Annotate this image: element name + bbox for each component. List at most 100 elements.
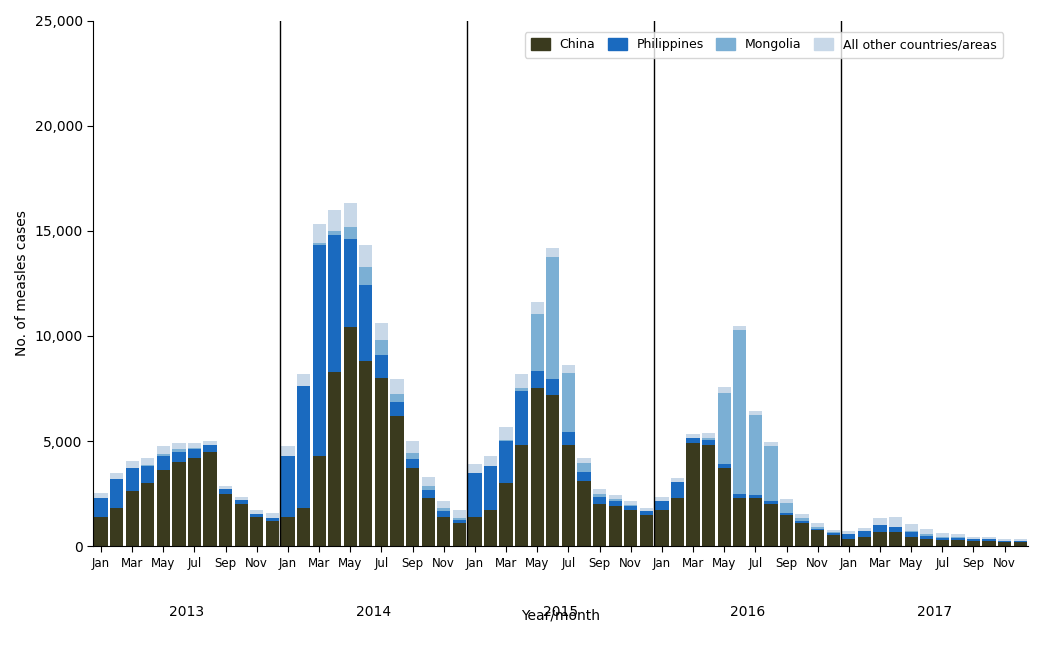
Bar — [374, 323, 388, 340]
Bar — [562, 446, 575, 546]
Bar — [671, 478, 684, 482]
Bar — [500, 483, 513, 546]
Bar — [733, 494, 747, 498]
Bar — [359, 246, 372, 266]
Bar — [655, 497, 669, 501]
Bar — [967, 539, 980, 541]
Bar — [624, 511, 637, 546]
Bar — [421, 486, 435, 491]
Bar — [765, 504, 778, 546]
Bar — [765, 446, 778, 501]
Bar — [592, 489, 606, 494]
Bar — [718, 393, 731, 464]
Bar — [282, 446, 294, 456]
Bar — [313, 246, 325, 456]
Bar — [765, 442, 778, 446]
Bar — [873, 533, 887, 546]
Text: 2015: 2015 — [543, 605, 578, 619]
Bar — [983, 541, 996, 546]
Bar — [188, 448, 201, 450]
Bar — [313, 225, 325, 244]
Bar — [313, 244, 325, 246]
Bar — [203, 446, 217, 452]
Bar — [94, 517, 107, 546]
Bar — [624, 505, 637, 506]
Bar — [827, 533, 840, 535]
Bar — [592, 504, 606, 546]
Bar — [671, 482, 684, 498]
Bar — [796, 518, 808, 521]
Bar — [733, 329, 747, 494]
Bar — [936, 537, 949, 540]
Bar — [515, 391, 529, 446]
Bar — [531, 314, 543, 370]
Bar — [235, 500, 248, 504]
Bar — [453, 518, 466, 520]
Bar — [188, 458, 201, 546]
Bar — [857, 527, 871, 531]
Bar — [515, 446, 529, 546]
Bar — [468, 464, 482, 472]
Bar — [796, 521, 808, 523]
Bar — [780, 515, 793, 546]
Bar — [531, 370, 543, 389]
Bar — [172, 443, 186, 450]
Bar — [562, 365, 575, 372]
Bar — [468, 517, 482, 546]
Bar — [406, 459, 419, 468]
Y-axis label: No. of measles cases: No. of measles cases — [15, 211, 29, 356]
Bar — [951, 537, 965, 540]
Bar — [359, 266, 372, 285]
Bar — [141, 458, 154, 465]
Bar — [702, 438, 715, 440]
Bar — [780, 513, 793, 515]
Bar — [702, 433, 715, 438]
Bar — [780, 499, 793, 503]
Bar — [110, 509, 123, 546]
Bar — [156, 454, 170, 456]
Bar — [562, 372, 575, 431]
Bar — [297, 386, 310, 509]
Bar — [608, 506, 622, 546]
Bar — [951, 540, 965, 546]
Bar — [313, 456, 325, 546]
Bar — [172, 462, 186, 546]
Bar — [780, 503, 793, 513]
Bar — [842, 533, 855, 539]
Bar — [235, 497, 248, 500]
Bar — [266, 521, 280, 546]
Bar — [796, 514, 808, 518]
Bar — [749, 498, 762, 546]
Bar — [500, 440, 513, 441]
Bar — [547, 379, 559, 395]
Bar — [172, 450, 186, 452]
Bar — [343, 227, 357, 239]
Text: 2017: 2017 — [917, 605, 952, 619]
Bar — [889, 527, 902, 533]
Bar — [889, 533, 902, 546]
Bar — [141, 465, 154, 466]
Bar — [592, 494, 606, 497]
Bar — [983, 539, 996, 541]
Bar — [141, 483, 154, 546]
Bar — [343, 203, 357, 227]
Bar — [531, 302, 543, 314]
Bar — [811, 527, 824, 529]
Bar — [998, 539, 1012, 541]
Bar — [390, 402, 404, 416]
Bar — [686, 434, 700, 438]
Bar — [188, 443, 201, 448]
Bar — [733, 326, 747, 329]
Bar — [110, 479, 123, 509]
Bar — [421, 477, 435, 486]
Bar — [156, 446, 170, 454]
Bar — [857, 531, 871, 537]
Bar — [453, 511, 466, 518]
Bar — [437, 501, 451, 509]
Bar — [156, 456, 170, 470]
Bar — [920, 534, 933, 535]
Bar — [749, 411, 762, 415]
Bar — [359, 285, 372, 361]
Bar — [811, 523, 824, 527]
Bar — [484, 456, 498, 466]
